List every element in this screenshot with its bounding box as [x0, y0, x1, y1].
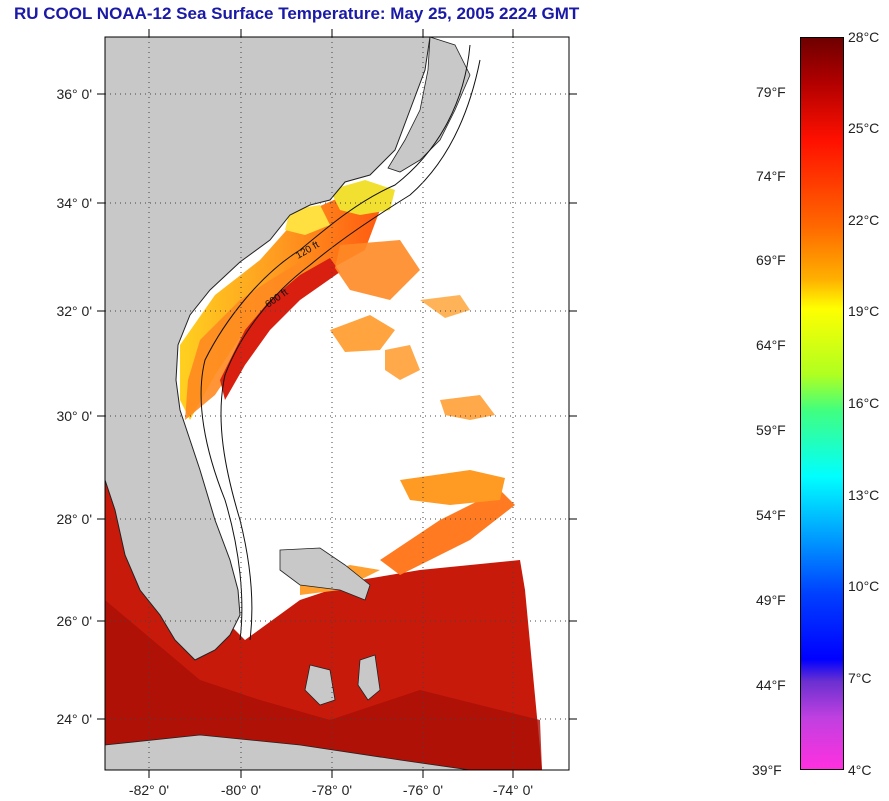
- no-data-region: [542, 37, 569, 770]
- latitude-ticks: [97, 93, 577, 720]
- lon-label-82: -82° 0': [129, 782, 169, 798]
- lat-label-24: 24° 0': [56, 711, 92, 727]
- cbar-f-69: 69°F: [756, 252, 786, 268]
- temperature-colorbar: [800, 37, 844, 770]
- land-cuba: [105, 734, 471, 770]
- cbar-f-79: 79°F: [756, 84, 786, 100]
- cbar-c-16: 16°C: [848, 395, 880, 411]
- cbar-f-44: 44°F: [756, 677, 786, 693]
- cool-shelf-patch: [330, 180, 395, 215]
- gulf-stream-band: [380, 490, 515, 575]
- cbar-f-74: 74°F: [756, 168, 786, 184]
- lon-label-80: -80° 0': [221, 782, 261, 798]
- cbar-c-10: 10°C: [848, 578, 880, 594]
- cbar-f-49: 49°F: [756, 592, 786, 608]
- cbar-c-7: 7°C: [848, 670, 872, 686]
- lat-label-26: 26° 0': [56, 613, 92, 629]
- lat-label-34: 34° 0': [56, 195, 92, 211]
- lat-label-32: 32° 0': [56, 303, 92, 319]
- contour-120ft: [200, 44, 471, 641]
- cbar-c-28: 28°C: [848, 29, 880, 45]
- lon-label-78: -78° 0': [312, 782, 352, 798]
- lat-label-28: 28° 0': [56, 511, 92, 527]
- cbar-f-39: 39°F: [752, 762, 782, 778]
- shelf-water: [180, 195, 380, 420]
- cbar-f-64: 64°F: [756, 337, 786, 353]
- cbar-c-13: 13°C: [848, 487, 880, 503]
- land-southeast-us: [105, 37, 431, 661]
- lon-label-76: -76° 0': [403, 782, 443, 798]
- cbar-c-22: 22°C: [848, 212, 880, 228]
- cbar-c-25: 25°C: [848, 120, 880, 136]
- cbar-f-54: 54°F: [756, 507, 786, 523]
- lon-label-74: -74° 0': [493, 782, 533, 798]
- lat-label-30: 30° 0': [56, 408, 92, 424]
- map-title: RU COOL NOAA-12 Sea Surface Temperature:…: [14, 4, 580, 23]
- cbar-c-4: 4°C: [848, 762, 872, 778]
- cbar-c-19: 19°C: [848, 303, 880, 319]
- bahamas-islands: [279, 547, 371, 601]
- cbar-f-59: 59°F: [756, 422, 786, 438]
- graticule: [105, 37, 569, 770]
- lat-label-36: 36° 0': [56, 86, 92, 102]
- longitude-ticks: [148, 29, 514, 778]
- contour-600ft: [220, 59, 481, 641]
